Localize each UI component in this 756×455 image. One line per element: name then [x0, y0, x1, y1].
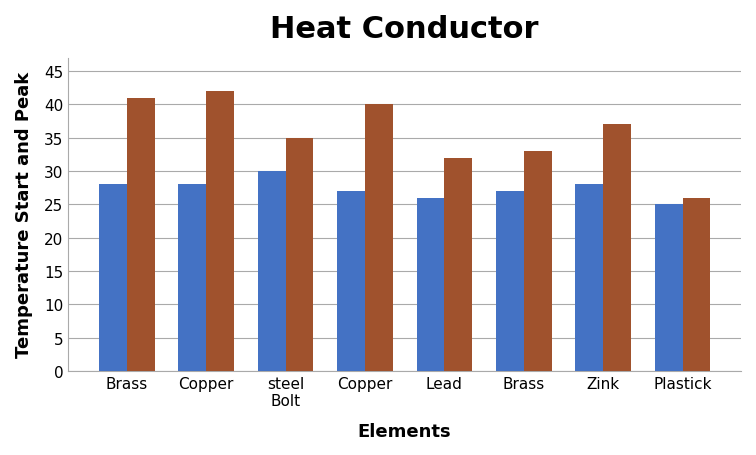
- Bar: [178, 185, 206, 371]
- X-axis label: Elements: Elements: [358, 422, 451, 440]
- Title: Heat Conductor: Heat Conductor: [271, 15, 539, 44]
- Bar: [99, 185, 127, 371]
- Bar: [365, 105, 393, 371]
- Bar: [337, 192, 365, 371]
- Bar: [127, 99, 154, 371]
- Bar: [286, 138, 313, 371]
- Bar: [417, 198, 445, 371]
- Bar: [445, 158, 472, 371]
- Bar: [603, 125, 631, 371]
- Bar: [206, 92, 234, 371]
- Bar: [655, 205, 683, 371]
- Bar: [258, 172, 286, 371]
- Bar: [575, 185, 603, 371]
- Bar: [496, 192, 524, 371]
- Bar: [524, 152, 552, 371]
- Y-axis label: Temperature Start and Peak: Temperature Start and Peak: [15, 72, 33, 358]
- Bar: [683, 198, 711, 371]
